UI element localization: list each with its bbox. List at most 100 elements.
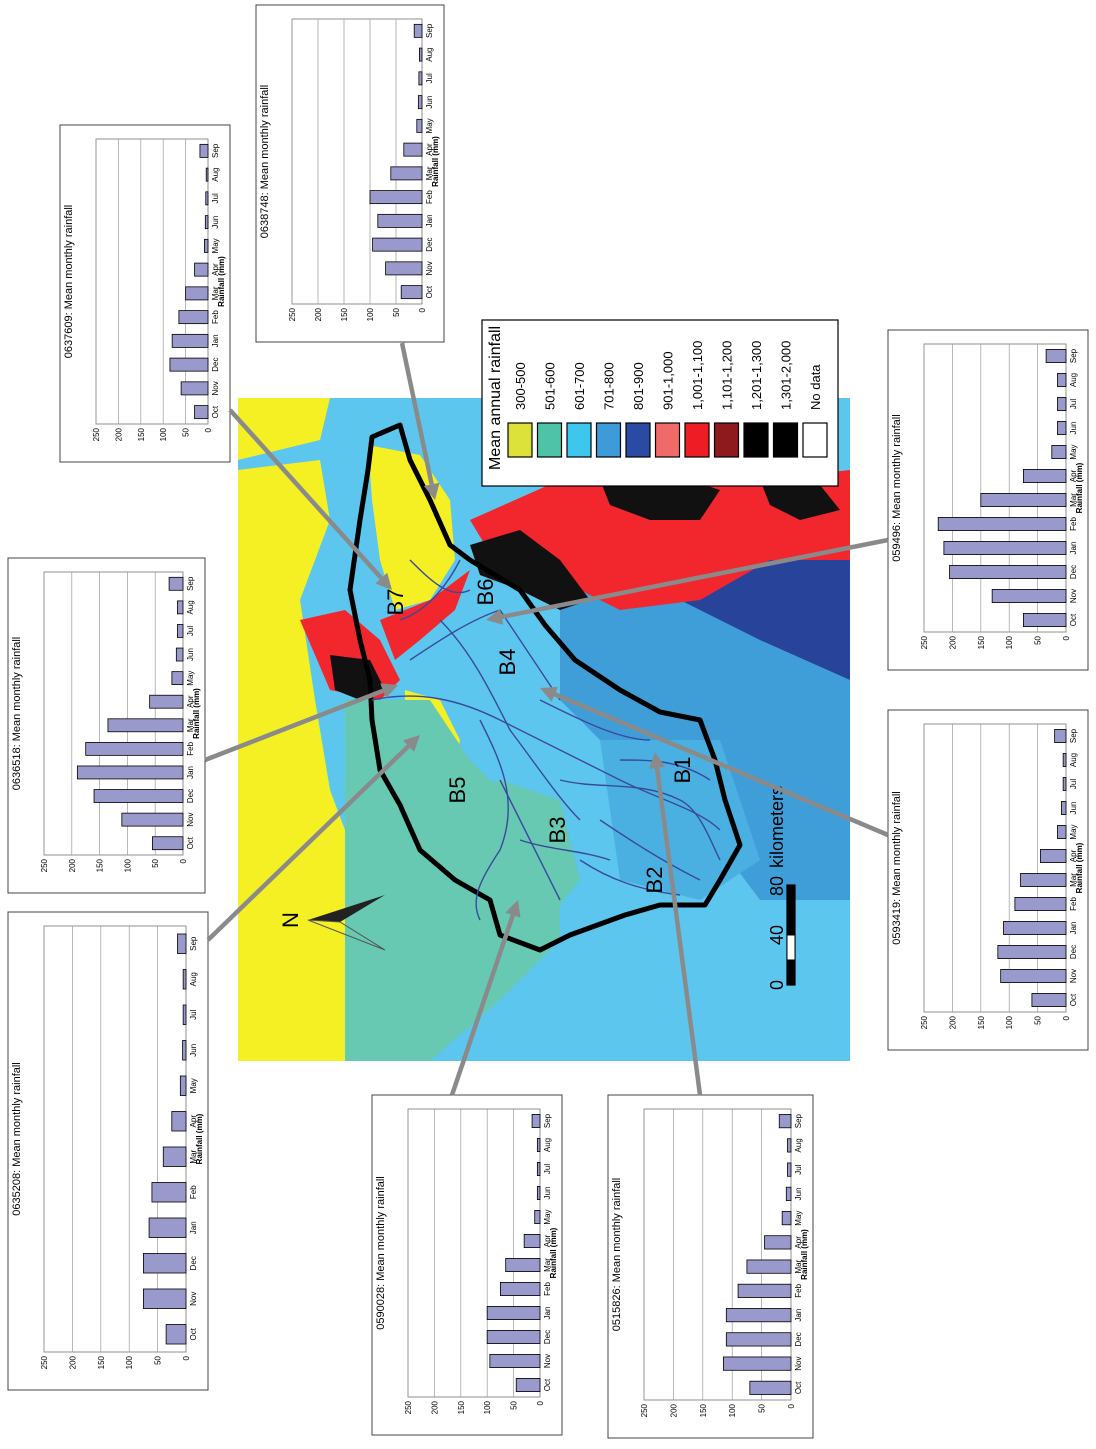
rainfall-bar xyxy=(725,1332,792,1347)
month-label: Aug xyxy=(211,168,220,182)
black-zone-far-northeast xyxy=(760,480,840,520)
rainfall-bar xyxy=(185,286,209,301)
y-tick-label: 50 xyxy=(1034,1015,1043,1024)
month-label: Mar xyxy=(189,1150,198,1164)
month-label: Feb xyxy=(794,1283,803,1297)
rainfall-bar xyxy=(204,215,209,230)
legend-swatch xyxy=(743,422,769,458)
y-tick-label: 200 xyxy=(430,1400,439,1414)
y-tick-label: 250 xyxy=(640,1403,649,1417)
legend-label: 701-800 xyxy=(602,362,617,410)
rainfall-bar xyxy=(531,1114,541,1129)
month-label: Jul xyxy=(1069,399,1078,409)
y-tick-label: 100 xyxy=(123,858,132,872)
rainfall-bar xyxy=(1000,969,1067,984)
teal-zone-b3 xyxy=(400,780,580,930)
y-axis-label: Rainfall (mm) xyxy=(431,136,440,187)
month-label: Jan xyxy=(1069,922,1078,935)
rainfall-bar xyxy=(93,789,184,803)
rainfall-bar xyxy=(194,405,209,420)
rainfall-bar xyxy=(997,945,1067,960)
basin-label-b1: B1 xyxy=(670,757,695,784)
rainfall-bar xyxy=(781,1211,792,1226)
month-label: Sep xyxy=(1069,728,1078,743)
rainfall-bar xyxy=(785,1186,792,1201)
legend-swatch xyxy=(595,422,622,458)
pointer-arrow-shaft xyxy=(228,408,383,580)
month-label: Jun xyxy=(425,96,434,109)
month-label: Aug xyxy=(1069,373,1078,387)
month-label: Dec xyxy=(189,1256,198,1270)
rainfall-bar xyxy=(168,576,184,591)
rainfall-bar xyxy=(1051,444,1067,459)
y-tick-label: 250 xyxy=(404,1400,413,1414)
rivers-and-subbasins xyxy=(371,559,721,921)
legend-swatch xyxy=(654,422,681,458)
rainfall-bar xyxy=(764,1235,792,1250)
legend-swatch xyxy=(625,422,651,458)
rainfall-bar xyxy=(943,541,1067,556)
month-label: Jan xyxy=(543,1307,552,1320)
rainfall-bar xyxy=(182,969,187,990)
rainfall-bar xyxy=(1031,993,1067,1008)
y-tick-label: 50 xyxy=(182,427,191,436)
y-tick-label: 150 xyxy=(97,1355,106,1369)
y-tick-label: 150 xyxy=(977,1015,986,1029)
pointer-arrow-shaft xyxy=(399,342,434,485)
month-label: Dec xyxy=(1069,945,1078,959)
month-label: Jan xyxy=(186,766,195,779)
y-tick-label: 100 xyxy=(728,1403,737,1417)
rainfall-bar xyxy=(1057,825,1067,840)
rainfall-bar xyxy=(1057,420,1067,435)
basin-boundary xyxy=(347,422,743,953)
rainfall-bar xyxy=(416,118,423,133)
pointer-arrow-shaft xyxy=(204,688,384,763)
month-label: Feb xyxy=(1069,517,1078,531)
y-tick-label: 150 xyxy=(96,858,105,872)
y-tick-label: 0 xyxy=(182,1355,191,1360)
rainfall-bar xyxy=(175,647,184,662)
pointer-arrow-head xyxy=(649,752,666,769)
y-tick-label: 150 xyxy=(699,1403,708,1417)
month-label: Oct xyxy=(189,1327,198,1340)
rainfall-bar xyxy=(400,285,423,300)
month-label: Jul xyxy=(794,1164,803,1174)
month-label: Nov xyxy=(186,813,195,827)
rainfall-bar xyxy=(1023,468,1067,483)
month-label: Oct xyxy=(211,405,220,418)
rainfall-bar xyxy=(937,517,1067,532)
month-label: Jan xyxy=(211,334,220,347)
rainfall-bar xyxy=(205,167,209,182)
rainfall-bar xyxy=(1003,921,1067,936)
rainfall-bar xyxy=(746,1259,792,1274)
rainfall-bar xyxy=(489,1354,541,1369)
month-label: Mar xyxy=(543,1258,552,1272)
y-tick-label: 250 xyxy=(920,635,929,649)
basin-label-b2: B2 xyxy=(642,867,667,894)
rainfall-bar xyxy=(778,1114,792,1129)
legend-swatch xyxy=(802,422,828,458)
rainfall-bar xyxy=(121,812,184,827)
month-label: Jun xyxy=(189,1044,198,1057)
basin-label-b5: B5 xyxy=(445,777,470,804)
y-tick-label: 50 xyxy=(154,1355,163,1364)
y-tick-label: 0 xyxy=(179,858,188,863)
chart-title: 0636518: Mean monthly rainfall xyxy=(11,637,23,790)
month-label: Sep xyxy=(211,143,220,158)
month-label: Apr xyxy=(1069,849,1078,862)
legend-label: 1,101-1,200 xyxy=(720,341,735,410)
rainfall-bar xyxy=(171,1111,187,1132)
legend-label: 901-1,000 xyxy=(661,351,676,410)
rainfall-bar xyxy=(377,213,423,228)
chart-title: 0635208: Mean monthly rainfall xyxy=(11,1062,23,1215)
y-tick-label: 250 xyxy=(92,427,101,441)
month-label: Sep xyxy=(794,1113,803,1128)
month-label: Mar xyxy=(211,286,220,300)
rainfall-bar xyxy=(85,741,184,756)
rainfall-bar xyxy=(505,1258,541,1273)
month-label: Jan xyxy=(794,1309,803,1322)
y-tick-label: 200 xyxy=(68,1355,77,1369)
rainfall-bar xyxy=(171,333,209,348)
legend-swatch xyxy=(536,422,563,458)
